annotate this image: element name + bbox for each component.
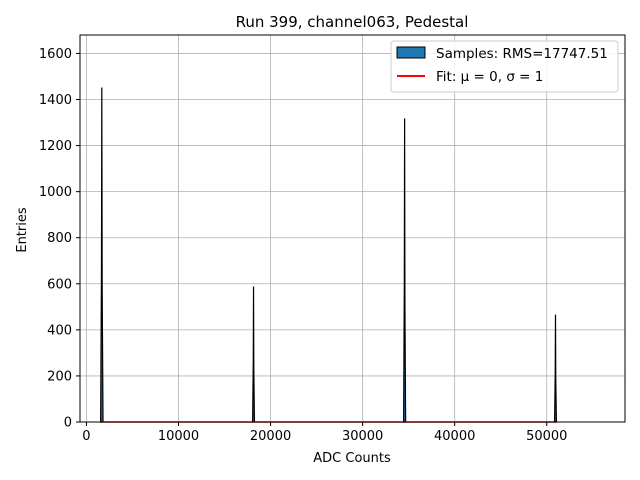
x-tick-label: 0 [82, 429, 90, 444]
x-tick-label: 40000 [434, 429, 475, 444]
y-axis-ticks: 0 200 400 600 800 1000 1200 1400 1600 [39, 47, 80, 431]
y-tick-label: 800 [47, 231, 72, 246]
legend-fit-label: Fit: μ = 0, σ = 1 [436, 69, 543, 85]
y-tick-label: 400 [47, 323, 72, 338]
y-tick-label: 0 [64, 416, 72, 431]
x-tick-label: 20000 [250, 429, 291, 444]
histogram-peak [553, 314, 558, 423]
legend: Samples: RMS=17747.51 Fit: μ = 0, σ = 1 [390, 40, 619, 93]
legend-samples-swatch [396, 46, 426, 59]
x-axis-label: ADC Counts [313, 451, 391, 466]
x-tick-label: 50000 [526, 429, 567, 444]
histogram-peak [252, 286, 256, 423]
y-tick-label: 600 [47, 277, 72, 292]
y-tick-label: 1200 [39, 139, 72, 154]
plot-frame [79, 34, 626, 423]
y-tick-label: 1600 [39, 47, 72, 62]
y-axis-label: Entries [15, 207, 30, 253]
y-tick-label: 200 [47, 369, 72, 384]
x-tick-label: 30000 [342, 429, 383, 444]
grid-lines [80, 35, 625, 423]
y-tick-label: 1000 [39, 185, 72, 200]
x-axis-ticks: 0 10000 20000 30000 40000 50000 [82, 422, 567, 444]
x-tick-label: 10000 [158, 429, 199, 444]
y-tick-label: 1400 [39, 93, 72, 108]
legend-box [390, 40, 619, 93]
chart-title: Run 399, channel063, Pedestal [236, 13, 469, 31]
legend-samples-label: Samples: RMS=17747.51 [436, 46, 608, 62]
